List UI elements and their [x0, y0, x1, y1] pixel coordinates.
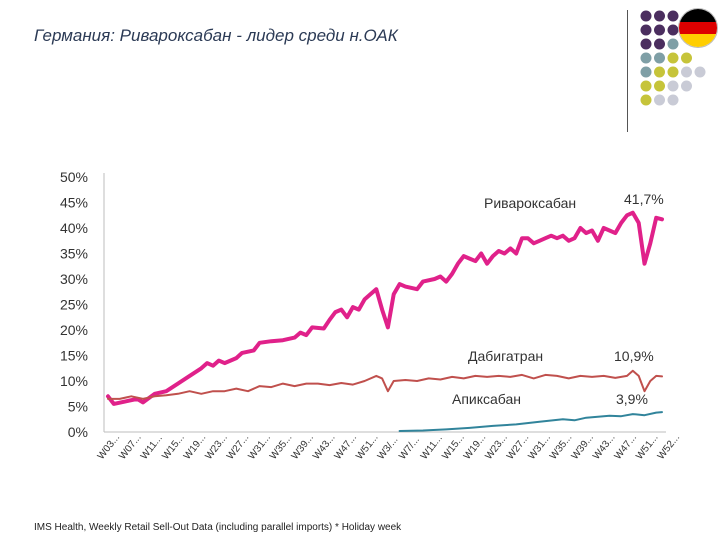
- slide-title: Германия: Ривароксабан - лидер среди н.О…: [34, 26, 398, 45]
- x-tick-label: W15...: [160, 432, 186, 462]
- series-end-value-label: 10,9%: [614, 348, 654, 364]
- x-tick-label: W27...: [225, 432, 251, 462]
- source-footnote: IMS Health, Weekly Retail Sell-Out Data …: [34, 522, 402, 533]
- x-tick-label: W47...: [333, 432, 359, 462]
- y-tick-label: 50%: [60, 169, 88, 185]
- x-tick-label: W43...: [311, 432, 337, 462]
- x-tick-label: W07...: [117, 432, 143, 462]
- decorative-dot: [640, 66, 652, 78]
- y-tick-label: 15%: [60, 348, 88, 364]
- flag-stripe-black: [679, 9, 717, 22]
- x-tick-label: W51...: [634, 432, 660, 462]
- germany-flag-icon: [678, 8, 718, 48]
- x-tick-label: W39...: [290, 432, 316, 462]
- x-tick-label: W47...: [613, 432, 639, 462]
- y-tick-label: 10%: [60, 373, 88, 389]
- y-tick-label: 0%: [68, 424, 88, 440]
- decorative-dot: [640, 24, 652, 36]
- decorative-dot: [654, 66, 665, 78]
- decorative-dot: [681, 66, 692, 78]
- y-tick-label: 20%: [60, 322, 88, 338]
- decorative-dot: [654, 52, 665, 64]
- flag-stripe-red: [679, 21, 717, 35]
- decorative-dot: [667, 38, 679, 50]
- decorative-dot-grid: [640, 10, 706, 106]
- x-tick-label: W11...: [139, 433, 165, 462]
- decorative-dot: [640, 52, 652, 64]
- decorative-dot: [667, 66, 679, 78]
- x-tick-label: W31...: [526, 432, 552, 462]
- decorative-dot: [667, 80, 679, 92]
- y-tick-label: 40%: [60, 220, 88, 236]
- series-name-label: Ривароксабан: [484, 195, 576, 211]
- decorative-dot: [640, 38, 652, 50]
- series-name-label: Дабигатран: [468, 348, 543, 364]
- x-tick-label: W03...: [96, 432, 122, 462]
- y-tick-label: 5%: [68, 399, 88, 415]
- x-tick-label: W27...: [505, 432, 531, 462]
- x-tick-label: W7/...: [397, 434, 422, 461]
- decorative-dot: [681, 52, 692, 64]
- decorative-dot: [667, 24, 679, 36]
- decorative-dot: [654, 80, 665, 92]
- series-end-value-label: 3,9%: [616, 391, 648, 407]
- series-name-label: Апиксабан: [452, 391, 521, 407]
- divider-line: [627, 10, 628, 132]
- x-tick-label: W19...: [182, 432, 208, 462]
- x-tick-label: W19...: [462, 432, 488, 462]
- series-end-value-label: 41,7%: [624, 191, 664, 207]
- x-tick-label: W15...: [440, 432, 466, 462]
- y-tick-label: 30%: [60, 271, 88, 287]
- x-tick-label: W51...: [354, 432, 380, 462]
- decorative-dot: [640, 10, 652, 22]
- y-tick-label: 45%: [60, 195, 88, 211]
- decorative-dot: [654, 94, 665, 106]
- series-line-2: [107, 369, 663, 400]
- decorative-dot: [654, 24, 665, 36]
- decorative-dot: [640, 94, 652, 106]
- x-tick-label: W35...: [548, 432, 574, 462]
- decorative-dot: [667, 94, 679, 106]
- x-tick-label: W23...: [203, 432, 229, 462]
- decorative-dot: [654, 38, 665, 50]
- decorative-dot: [654, 10, 665, 22]
- decorative-dot: [681, 80, 692, 92]
- decorative-dot: [694, 66, 706, 78]
- decorative-dot: [640, 80, 652, 92]
- decorative-dot: [667, 52, 679, 64]
- x-tick-label: W11...: [419, 433, 445, 462]
- x-tick-label: W35...: [268, 432, 294, 462]
- x-tick-label: W39...: [570, 432, 596, 462]
- x-tick-label: W52...: [656, 432, 682, 462]
- series-line-1: [106, 210, 664, 406]
- flag-stripe-gold: [679, 34, 717, 47]
- x-tick-label: W43...: [591, 432, 617, 462]
- decorative-dot: [667, 10, 679, 22]
- x-tick-label: W23...: [483, 432, 509, 462]
- y-tick-label: 35%: [60, 246, 88, 262]
- series-line-3: [398, 411, 663, 432]
- x-tick-label: W31...: [246, 432, 272, 462]
- y-tick-label: 25%: [60, 297, 88, 313]
